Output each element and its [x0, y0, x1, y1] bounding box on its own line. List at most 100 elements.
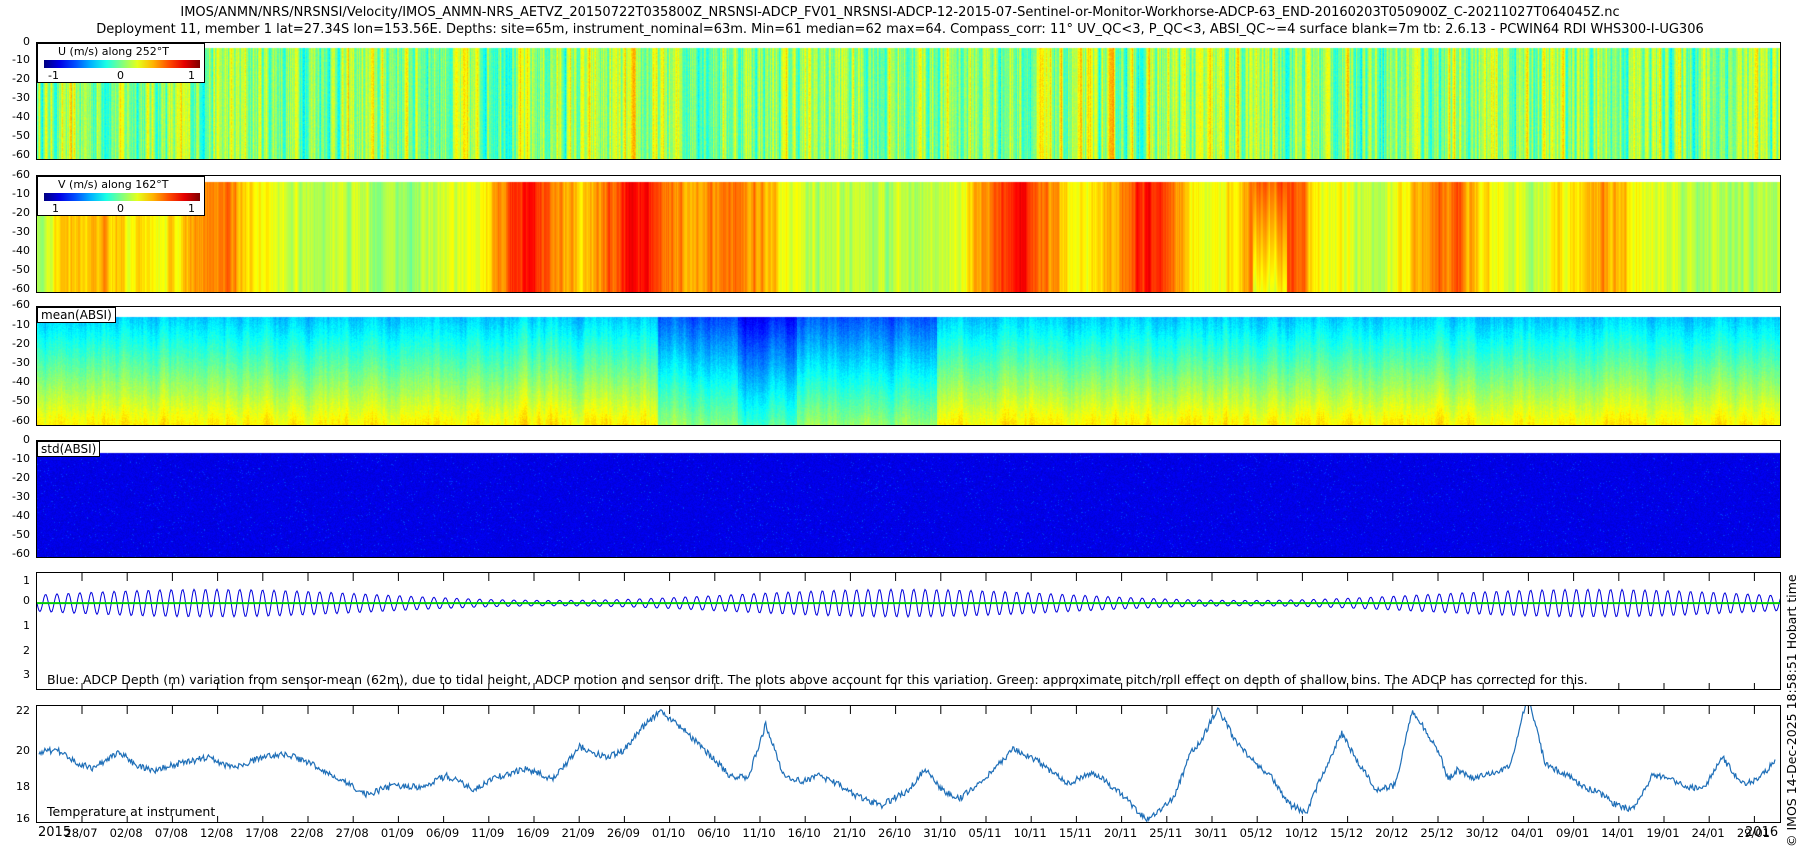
- x-tick-label: 02/08: [109, 826, 143, 840]
- x-tick-label: 26/09: [606, 826, 640, 840]
- x-tick-label: 28/07: [64, 826, 98, 840]
- u-ytick: -30: [12, 91, 30, 104]
- u-velocity-panel: U (m/s) along 252°T -1 0 1: [36, 42, 1781, 160]
- x-tick-label: 21/09: [561, 826, 595, 840]
- x-tick-label: 16/09: [516, 826, 550, 840]
- u-velocity-heatmap: [37, 43, 1780, 159]
- x-tick-label: 01/10: [652, 826, 686, 840]
- x-tick-label: 20/11: [1104, 826, 1138, 840]
- mean-absi-ytick: -30: [12, 356, 30, 369]
- x-tick-label: 22/08: [290, 826, 324, 840]
- depth-ytick: 1: [23, 619, 30, 632]
- v-ytick: -40: [12, 244, 30, 257]
- x-tick-label: 01/09: [380, 826, 414, 840]
- depth-variation-plot: [37, 573, 1780, 689]
- std-absi-ytick: -60: [12, 547, 30, 560]
- std-absi-ytick: 0: [23, 433, 30, 446]
- x-tick-label: 11/09: [471, 826, 505, 840]
- year-end-label: 2016: [1745, 825, 1779, 840]
- std-absi-ytick: -50: [12, 528, 30, 541]
- year-start-label: 2015: [38, 825, 72, 840]
- x-tick-label: 12/08: [200, 826, 234, 840]
- v-cbar-tick-right: 1: [188, 202, 195, 215]
- x-tick-label: 06/10: [697, 826, 731, 840]
- v-ytick: -20: [12, 206, 30, 219]
- x-tick-label: 17/08: [245, 826, 279, 840]
- temperature-plot: [38, 706, 1776, 822]
- u-ytick: -10: [12, 53, 30, 66]
- v-ytick: -60: [12, 168, 30, 181]
- x-tick-label: 14/01: [1601, 826, 1635, 840]
- title-line-1: IMOS/ANMN/NRS/NRSNSI/Velocity/IMOS_ANMN-…: [180, 5, 1620, 20]
- x-tick-label: 06/09: [426, 826, 460, 840]
- x-tick-label: 20/12: [1375, 826, 1409, 840]
- mean-absi-heatmap: [37, 307, 1780, 425]
- depth-caption: Blue: ADCP Depth (m) variation from sens…: [47, 672, 1588, 687]
- std-absi-panel: std(ABSI): [36, 440, 1781, 558]
- std-absi-ytick: -10: [12, 452, 30, 465]
- temperature-ytick: 16: [16, 812, 30, 825]
- std-absi-ytick: -20: [12, 471, 30, 484]
- depth-ytick: 0: [23, 594, 30, 607]
- v-cbar-tick-left: 1: [52, 202, 59, 215]
- x-tick-label: 05/11: [968, 826, 1002, 840]
- x-tick-label: 26/10: [878, 826, 912, 840]
- depth-variation-panel: Blue: ADCP Depth (m) variation from sens…: [36, 572, 1781, 690]
- temperature-ytick: 18: [16, 780, 30, 793]
- title-line-2: Deployment 11, member 1 lat=27.34S lon=1…: [96, 22, 1704, 37]
- mean-absi-ytick: -40: [12, 375, 30, 388]
- v-ytick: -30: [12, 225, 30, 238]
- u-ytick: -40: [12, 110, 30, 123]
- x-tick-label: 10/12: [1284, 826, 1318, 840]
- depth-variation-series: [37, 588, 1780, 619]
- x-tick-label: 29/01: [1736, 826, 1770, 840]
- u-ytick: 0: [23, 35, 30, 48]
- mean-absi-ytick: -60: [12, 414, 30, 427]
- x-tick-label: 04/01: [1510, 826, 1544, 840]
- v-legend-title: V (m/s) along 162°T: [58, 178, 169, 191]
- std-absi-heatmap: [37, 441, 1780, 557]
- u-ytick: -20: [12, 72, 30, 85]
- v-ytick: -60: [12, 282, 30, 295]
- x-tick-label: 25/12: [1420, 826, 1454, 840]
- u-colorbar: [44, 60, 200, 68]
- x-tick-label: 15/11: [1058, 826, 1092, 840]
- v-colorbar: [44, 193, 200, 201]
- x-tick-label: 30/12: [1465, 826, 1499, 840]
- copyright-label: © IMOS 14-Dec-2025 18:58:51 Hobart time: [1784, 574, 1799, 847]
- depth-xtick-marks: [81, 573, 1755, 689]
- v-ytick: -10: [12, 187, 30, 200]
- x-tick-label: 05/12: [1239, 826, 1273, 840]
- x-tick-label: 30/11: [1194, 826, 1228, 840]
- u-cbar-tick-mid: 0: [117, 69, 124, 82]
- x-tick-label: 16/10: [787, 826, 821, 840]
- u-velocity-legend: U (m/s) along 252°T -1 0 1: [37, 43, 205, 83]
- temperature-panel: Temperature at instrument: [36, 705, 1781, 823]
- depth-ytick: 2: [23, 644, 30, 657]
- u-ytick: -50: [12, 129, 30, 142]
- x-tick-label: 24/01: [1691, 826, 1725, 840]
- x-tick-label: 31/10: [923, 826, 957, 840]
- mean-absi-label: mean(ABSI): [37, 307, 116, 323]
- std-absi-ytick: -30: [12, 490, 30, 503]
- u-legend-title: U (m/s) along 252°T: [58, 45, 169, 58]
- v-velocity-heatmap: [37, 176, 1780, 292]
- x-tick-label: 21/10: [832, 826, 866, 840]
- mean-absi-ytick: -60: [12, 298, 30, 311]
- v-velocity-panel: V (m/s) along 162°T 1 0 1: [36, 175, 1781, 293]
- x-tick-label: 10/11: [1013, 826, 1047, 840]
- x-tick-label: 19/01: [1646, 826, 1680, 840]
- std-absi-label: std(ABSI): [37, 441, 101, 457]
- temperature-ytick: 20: [16, 744, 30, 757]
- x-tick-label: 07/08: [154, 826, 188, 840]
- x-tick-label: 11/10: [742, 826, 776, 840]
- depth-ytick: 1: [23, 574, 30, 587]
- std-absi-ytick: -40: [12, 509, 30, 522]
- x-tick-label: 15/12: [1330, 826, 1364, 840]
- temperature-series: [38, 706, 1776, 822]
- u-cbar-tick-left: -1: [48, 69, 59, 82]
- u-cbar-tick-right: 1: [188, 69, 195, 82]
- v-velocity-legend: V (m/s) along 162°T 1 0 1: [37, 176, 205, 216]
- mean-absi-ytick: -20: [12, 337, 30, 350]
- v-ytick: -50: [12, 263, 30, 276]
